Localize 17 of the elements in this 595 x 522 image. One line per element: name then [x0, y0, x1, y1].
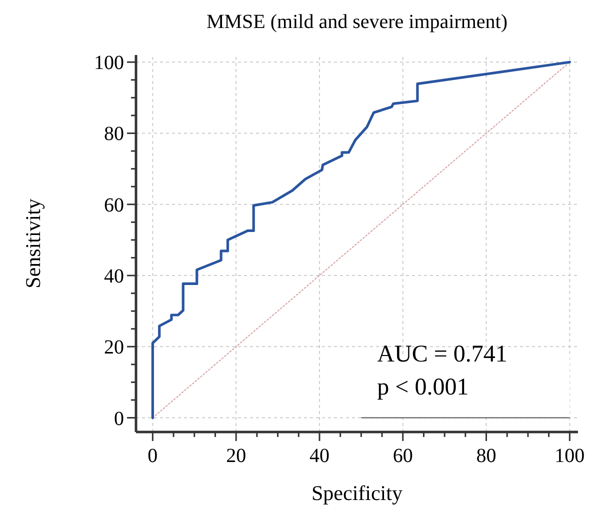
x-tick-label: 100 — [554, 445, 585, 467]
x-tick-label: 0 — [148, 445, 158, 467]
y-tick-label: 60 — [104, 194, 124, 216]
y-tick-label: 40 — [104, 266, 124, 288]
x-axis-title: Specificity — [312, 481, 403, 505]
annotation: AUC = 0.741 — [377, 342, 508, 368]
y-tick-label: 20 — [104, 336, 124, 359]
x-tick-label: 60 — [392, 445, 413, 467]
x-tick-label: 20 — [226, 445, 246, 467]
x-tick-label: 80 — [476, 445, 496, 467]
x-tick-label: 40 — [309, 445, 330, 467]
y-tick-label: 0 — [114, 408, 124, 430]
chart-title: MMSE (mild and severe impairment) — [206, 11, 508, 33]
annotation: p < 0.001 — [377, 374, 469, 401]
y-tick-label: 100 — [94, 52, 124, 74]
y-tick-label: 80 — [104, 123, 124, 146]
y-axis-title: Sensitivity — [21, 198, 45, 288]
